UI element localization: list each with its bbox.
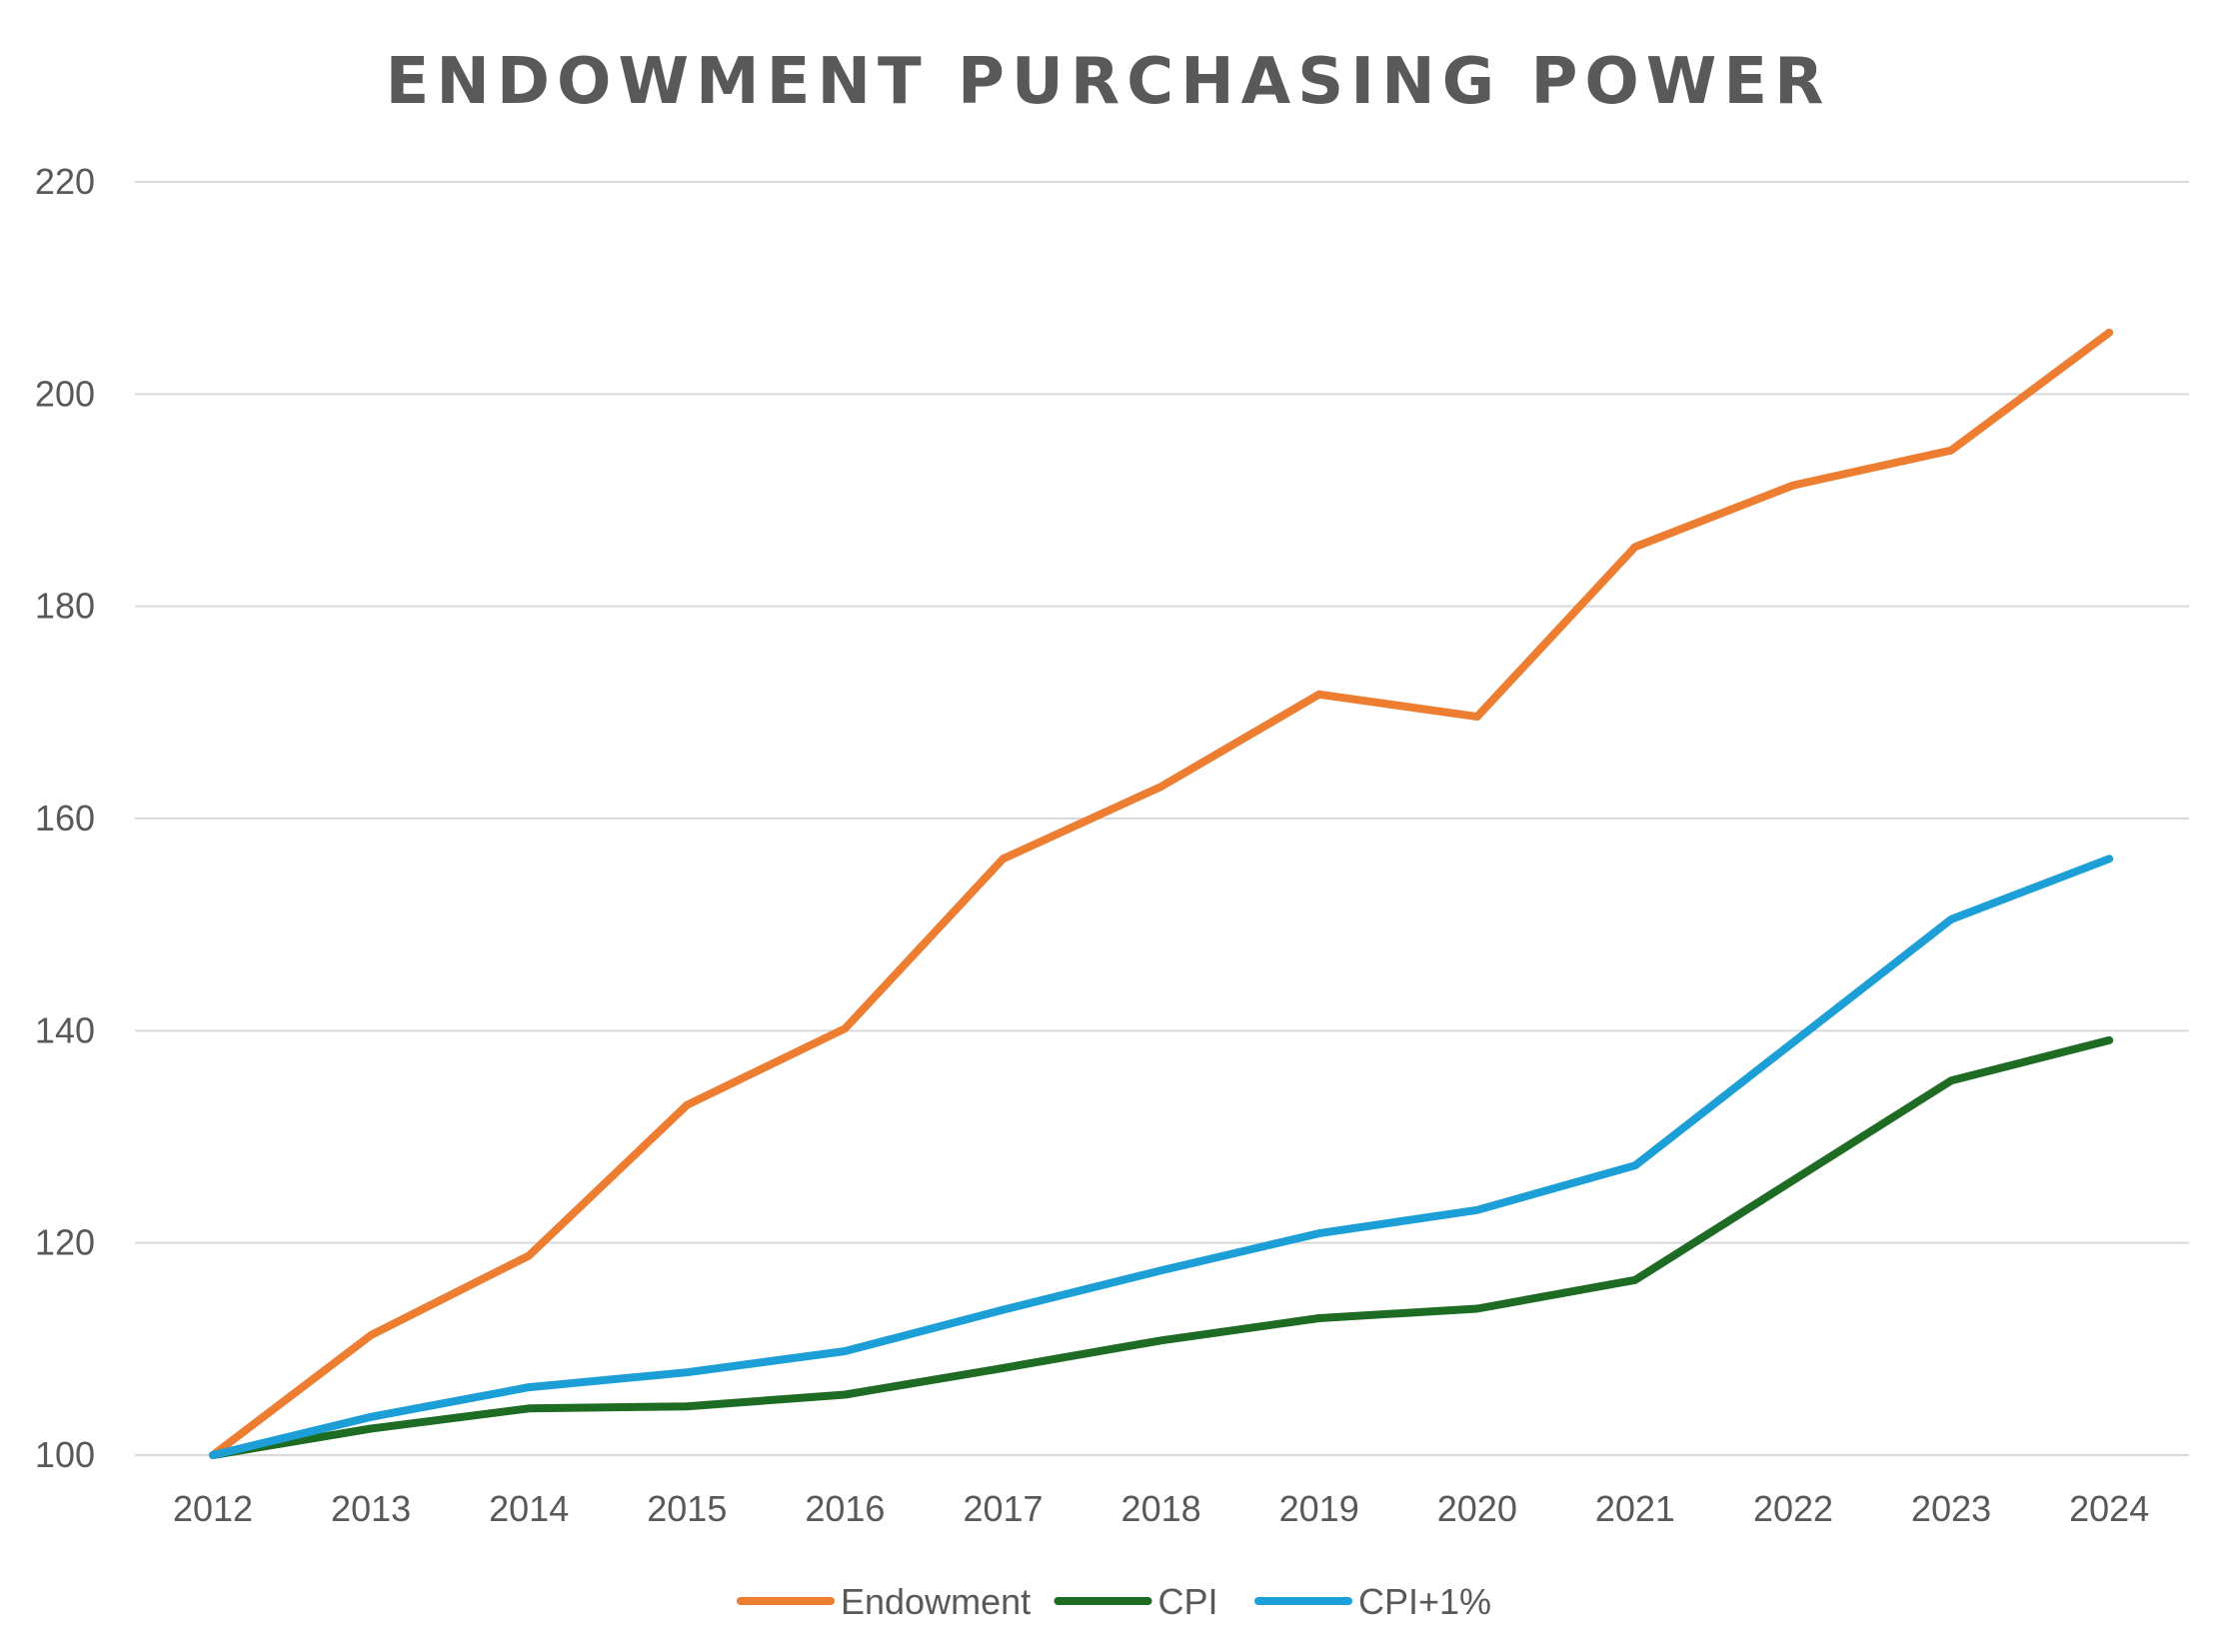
- legend-label-cpi: CPI: [1158, 1581, 1218, 1622]
- series-line-cpi-1: [209, 854, 2114, 1459]
- x-tick-label-2017: 2017: [963, 1488, 1043, 1529]
- legend-label-cpi-1: CPI+1%: [1358, 1581, 1491, 1622]
- x-tick-label-2023: 2023: [1911, 1488, 1991, 1529]
- chart-title: ENDOWMENT PURCHASING POWER: [385, 45, 1831, 119]
- y-tick-label-180: 180: [35, 586, 95, 627]
- series-lines: [209, 328, 2114, 1459]
- legend: Endowment CPI CPI+1%: [737, 1581, 1491, 1622]
- y-axis: 100 120 140 160 180 200 220: [35, 161, 95, 1475]
- legend-label-endowment: Endowment: [841, 1581, 1031, 1622]
- x-tick-label-2018: 2018: [1121, 1488, 1201, 1529]
- y-tick-label-140: 140: [35, 1009, 95, 1050]
- x-tick-label-2024: 2024: [2069, 1488, 2149, 1529]
- x-tick-label-2022: 2022: [1753, 1488, 1833, 1529]
- y-tick-label-200: 200: [35, 373, 95, 414]
- x-tick-label-2013: 2013: [331, 1488, 411, 1529]
- x-tick-label-2019: 2019: [1279, 1488, 1359, 1529]
- gridlines: [135, 181, 2189, 1456]
- series-line-cpi: [209, 1035, 2114, 1459]
- y-tick-label-160: 160: [35, 798, 95, 838]
- x-tick-label-2020: 2020: [1437, 1488, 1517, 1529]
- x-tick-label-2015: 2015: [647, 1488, 727, 1529]
- series-line-endowment: [209, 328, 2114, 1459]
- y-tick-label-220: 220: [35, 161, 95, 202]
- x-axis: 2012 2013 2014 2015 2016 2017 2018 2019 2020 2021…: [173, 1488, 2149, 1529]
- x-tick-label-2014: 2014: [489, 1488, 569, 1529]
- x-tick-label-2012: 2012: [173, 1488, 253, 1529]
- y-tick-label-120: 120: [35, 1222, 95, 1263]
- x-tick-label-2016: 2016: [805, 1488, 885, 1529]
- y-tick-label-100: 100: [35, 1434, 95, 1475]
- x-tick-label-2021: 2021: [1595, 1488, 1675, 1529]
